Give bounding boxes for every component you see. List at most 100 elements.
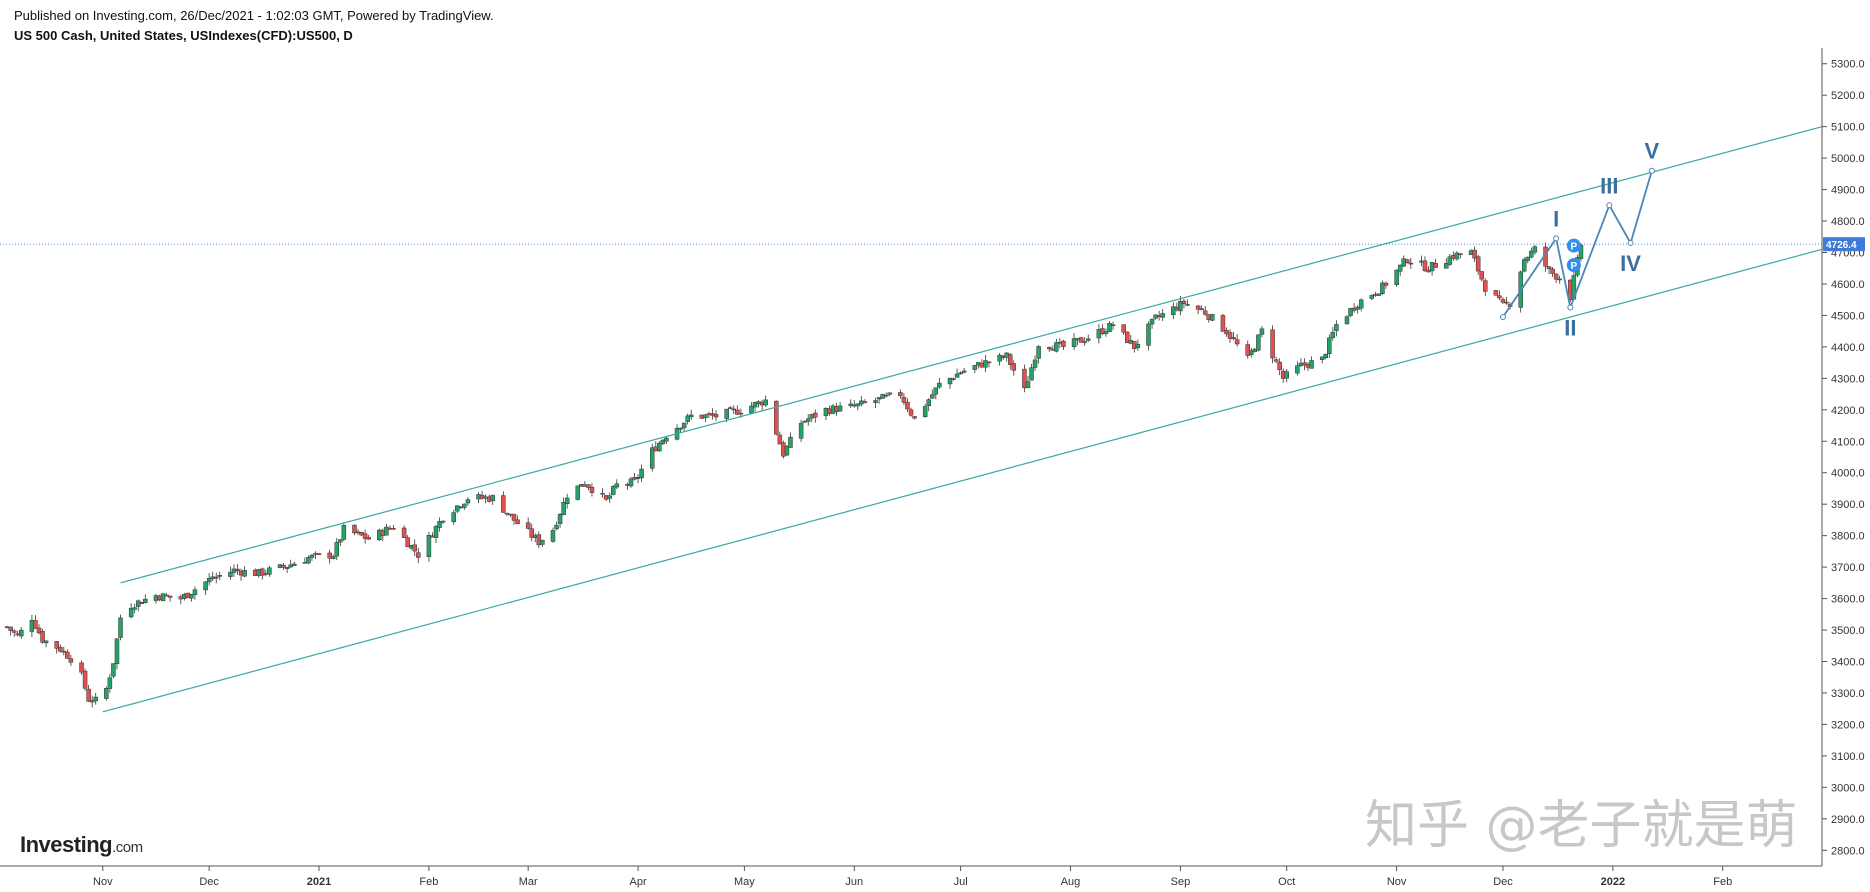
candle-body — [330, 556, 336, 559]
candle-body — [1546, 266, 1552, 269]
candle-body — [805, 418, 811, 422]
current-price-label: 4726.4 — [1826, 240, 1857, 251]
candle-body — [703, 414, 708, 419]
candle-body — [1394, 269, 1399, 286]
candle-body — [11, 630, 17, 633]
candle-body — [788, 436, 793, 448]
candle-body — [1479, 271, 1484, 280]
candle-body — [1160, 313, 1165, 318]
candle-body — [1171, 306, 1176, 315]
candle-body — [727, 407, 733, 409]
y-tick-label: 4600.0 — [1831, 279, 1865, 291]
wave-point — [1627, 240, 1634, 247]
candle-body — [19, 629, 24, 637]
candle-body — [837, 405, 843, 412]
logo-suffix: .com — [112, 839, 143, 856]
candle-body — [391, 528, 396, 530]
x-tick-label: Feb — [1713, 876, 1732, 888]
candle-body — [610, 486, 616, 495]
candle-body — [930, 394, 935, 399]
candle-body — [561, 501, 566, 515]
candle-body — [784, 445, 790, 456]
candle-body — [731, 408, 737, 411]
candle-body — [600, 492, 605, 495]
candle-body — [288, 564, 293, 568]
y-tick-label: 3000.0 — [1831, 782, 1865, 794]
candle-body — [267, 567, 272, 575]
candle-body — [1224, 329, 1229, 335]
candle-body — [660, 439, 666, 445]
candle-body — [1234, 339, 1240, 345]
candle-body — [1525, 256, 1531, 261]
y-tick-label: 3900.0 — [1831, 499, 1865, 511]
candle-body — [1408, 262, 1414, 265]
candle-body — [1405, 259, 1410, 263]
candle-body — [986, 361, 992, 364]
candle-body — [777, 434, 783, 445]
candle-body — [912, 416, 917, 419]
candle-body — [104, 688, 109, 699]
candle-body — [1323, 353, 1328, 358]
published-note: Published on Investing.com, 26/Dec/2021 … — [14, 8, 494, 23]
x-tick-label: Aug — [1061, 876, 1081, 888]
wave-point — [1606, 202, 1613, 209]
y-tick-label: 4900.0 — [1831, 185, 1865, 197]
candle-body — [1100, 328, 1105, 335]
x-tick-label: Jun — [845, 876, 863, 888]
candle-body — [61, 650, 67, 653]
candle-body — [664, 437, 669, 442]
y-tick-label: 4300.0 — [1831, 373, 1865, 385]
candle-body — [1199, 308, 1204, 311]
x-tick-label: Apr — [629, 876, 646, 888]
candle-body — [1348, 308, 1353, 316]
candle-body — [1319, 356, 1325, 360]
candle-body — [1444, 263, 1449, 269]
candle-body — [752, 402, 758, 408]
candle-body — [1458, 253, 1463, 255]
candle-body — [1309, 360, 1314, 369]
candle-body — [1330, 331, 1336, 338]
candle-body — [1085, 338, 1091, 341]
event-marker — [1566, 258, 1581, 273]
candle-body — [1054, 342, 1059, 352]
candle-body — [1195, 305, 1201, 310]
candle-body — [798, 422, 804, 439]
candle-body — [540, 539, 545, 545]
candle-body — [575, 485, 581, 500]
candle-body — [352, 524, 357, 534]
candle-body — [107, 677, 113, 689]
candle-body — [412, 544, 417, 552]
candle-body — [291, 563, 297, 566]
candle-body — [1249, 350, 1254, 355]
candle-body — [309, 554, 315, 558]
candle-body — [908, 409, 914, 416]
candle-body — [1078, 337, 1084, 343]
y-tick-label: 4000.0 — [1831, 468, 1865, 480]
candle-body — [341, 525, 347, 540]
instrument-title: US 500 Cash, United States, USIndexes(CF… — [14, 28, 353, 43]
candle-body — [813, 412, 818, 418]
candle-body — [401, 527, 407, 538]
candle-body — [898, 392, 903, 397]
candle-body — [164, 594, 169, 597]
x-tick-label: 2021 — [307, 876, 331, 888]
y-tick-label: 4800.0 — [1831, 216, 1865, 228]
y-tick-label: 3800.0 — [1831, 531, 1865, 543]
y-tick-label: 3500.0 — [1831, 625, 1865, 637]
candle-body — [1447, 256, 1453, 265]
candle-body — [586, 484, 591, 488]
candle-body — [1149, 318, 1155, 325]
candle-body — [997, 354, 1002, 362]
candle-body — [1107, 322, 1112, 332]
y-tick-label: 2800.0 — [1831, 845, 1865, 857]
event-marker-label: P — [1571, 261, 1578, 272]
candle-body — [316, 553, 322, 555]
candle-body — [1454, 252, 1460, 260]
y-tick-label: 4100.0 — [1831, 436, 1865, 448]
candle-body — [82, 670, 88, 689]
candle-body — [203, 581, 208, 591]
candle-body — [880, 394, 885, 399]
candle-body — [1146, 323, 1151, 346]
candle-body — [490, 495, 495, 502]
